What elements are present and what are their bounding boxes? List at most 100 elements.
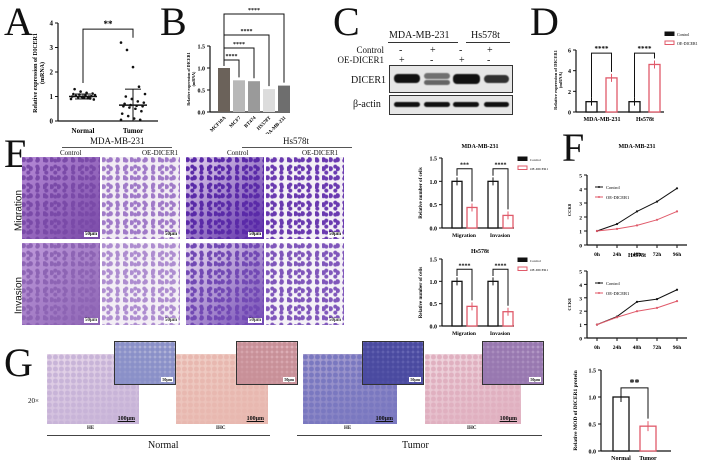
group-label-tumor: Tumor <box>402 440 429 451</box>
svg-text:Relative number of cells: Relative number of cells <box>419 167 424 218</box>
svg-text:MDA-MB-231: MDA-MB-231 <box>619 144 656 150</box>
micrograph-migration-0: 50μm <box>22 157 100 239</box>
chart-b-bar: 0.0 0.5 1.0 1.5 Relative expression of DICER… <box>186 8 290 134</box>
svg-text:Control: Control <box>530 158 541 162</box>
svg-text:1: 1 <box>50 93 54 101</box>
svg-text:0.0: 0.0 <box>198 111 206 117</box>
col-label: OE-DICER1 <box>142 149 179 157</box>
row-label-oe: OE-DICER1 <box>337 55 385 65</box>
svg-text:Tumor: Tumor <box>639 456 657 462</box>
treatment-mark: + <box>487 45 493 56</box>
band <box>424 73 450 79</box>
histology-he-normal: 100μm <box>47 354 139 424</box>
scale-bar: 50μm <box>161 377 173 382</box>
svg-text:1.5: 1.5 <box>430 258 438 264</box>
panel-g-histology: 40× 20× 100μmHE100μmIHC100μmHE100μmIHC50… <box>0 340 560 466</box>
treatment-mark: + <box>430 45 436 56</box>
row-label-control: Control <box>356 45 384 55</box>
micrograph-invasion-2: 50μm <box>186 243 264 325</box>
scale-bar: 50μm <box>84 318 98 323</box>
group-line <box>62 147 172 148</box>
svg-text:****: **** <box>495 263 507 269</box>
band <box>394 102 420 107</box>
band <box>484 102 509 107</box>
svg-text:0: 0 <box>579 337 582 343</box>
svg-text:4: 4 <box>568 69 571 75</box>
svg-text:0.0: 0.0 <box>589 450 597 456</box>
svg-text:Migration: Migration <box>452 233 476 239</box>
stain-label: IHC <box>467 426 477 431</box>
histology-inset-40x: 50μm <box>114 341 176 385</box>
micrograph-migration-3: 50μm <box>266 157 344 239</box>
svg-text:4: 4 <box>50 20 54 28</box>
band <box>394 74 420 83</box>
blot-actin <box>389 95 513 115</box>
svg-text:Migration: Migration <box>452 331 476 337</box>
svg-text:1.0: 1.0 <box>430 180 438 186</box>
svg-text:CCK8: CCK8 <box>567 298 572 311</box>
svg-text:OE-DICER1: OE-DICER1 <box>606 195 629 200</box>
svg-text:0h: 0h <box>594 252 600 258</box>
svg-text:Control: Control <box>530 259 541 263</box>
svg-text:24h: 24h <box>613 252 622 258</box>
scale-bar: 50μm <box>248 232 262 237</box>
histology-inset-40x: 50μm <box>236 341 298 385</box>
svg-text:0: 0 <box>579 244 582 250</box>
svg-text:BT474: BT474 <box>244 116 258 130</box>
treatment-mark: - <box>430 55 434 66</box>
svg-text:3: 3 <box>579 202 582 208</box>
panel-letter-a: A <box>4 0 33 44</box>
svg-text:****: **** <box>233 42 245 48</box>
histology-inset-40x: 50μm <box>482 341 544 385</box>
group-line <box>242 147 352 148</box>
svg-text:MDA-MB-231: MDA-MB-231 <box>584 117 621 123</box>
scale-bar: 50μm <box>84 232 98 237</box>
svg-text:Normal: Normal <box>72 127 95 133</box>
svg-text:1: 1 <box>579 323 582 329</box>
svg-text:1.5: 1.5 <box>198 45 206 51</box>
scale-bar: 50μm <box>529 377 541 382</box>
scale-bar: 100μm <box>117 416 135 422</box>
svg-text:5: 5 <box>579 174 582 180</box>
micrograph-migration-1: 50μm <box>102 157 180 239</box>
svg-text:2: 2 <box>579 310 582 316</box>
svg-text:1: 1 <box>579 230 582 236</box>
group-line-hs <box>466 42 510 43</box>
treatment-mark: + <box>399 55 405 66</box>
col-label: Control <box>60 149 82 157</box>
svg-text:(mRNA): (mRNA) <box>558 71 563 88</box>
svg-text:Hs578t: Hs578t <box>471 249 489 255</box>
group-label-hs: Hs578t <box>283 136 310 146</box>
chart-a-scatter: 0 1 2 3 4 Relative expression of DICER1 (mRNA)… <box>33 19 158 133</box>
svg-text:1.0: 1.0 <box>198 67 206 73</box>
scale-bar: 50μm <box>164 318 178 323</box>
svg-text:4: 4 <box>579 283 582 289</box>
svg-text:Control: Control <box>606 281 621 286</box>
svg-text:4: 4 <box>579 188 582 194</box>
panel-e-micrographs: MDA-MB-231 Hs578t Control OE-DICER1 Cont… <box>0 135 410 340</box>
group-label-mda: MDA-MB-231 <box>90 136 145 146</box>
scale-bar: 50μm <box>328 318 342 323</box>
chart-e-mda-bar: MDA-MB-231 0.0 0.5 1.0 1.5 Relative number of… <box>419 144 548 239</box>
svg-text:0.0: 0.0 <box>430 325 438 331</box>
svg-text:OE-DICER1: OE-DICER1 <box>530 167 548 171</box>
svg-text:Invasion: Invasion <box>490 331 510 337</box>
scale-bar: 50μm <box>328 232 342 237</box>
stain-label: HE <box>344 426 352 431</box>
svg-text:****: **** <box>248 8 260 14</box>
svg-text:0h: 0h <box>594 345 600 351</box>
scale-bar: 50μm <box>164 232 178 237</box>
panel-letter-f: F <box>562 125 585 170</box>
svg-text:MDA-MB-231: MDA-MB-231 <box>462 144 499 150</box>
svg-text:1.0: 1.0 <box>589 396 597 402</box>
svg-text:Control: Control <box>677 32 690 37</box>
band <box>453 102 479 107</box>
chart-f-mda-line: MDA-MB-231 0 1 2 3 4 5 CCK8 0h 24h 48h 72h 96h Contro… <box>567 144 687 258</box>
svg-text:Hs578t: Hs578t <box>636 117 654 123</box>
svg-text:48h: 48h <box>633 252 642 258</box>
treatment-mark: + <box>459 55 465 66</box>
band <box>453 74 480 84</box>
svg-text:3: 3 <box>50 44 54 52</box>
svg-text:2: 2 <box>579 216 582 222</box>
group-line-normal <box>47 435 270 436</box>
